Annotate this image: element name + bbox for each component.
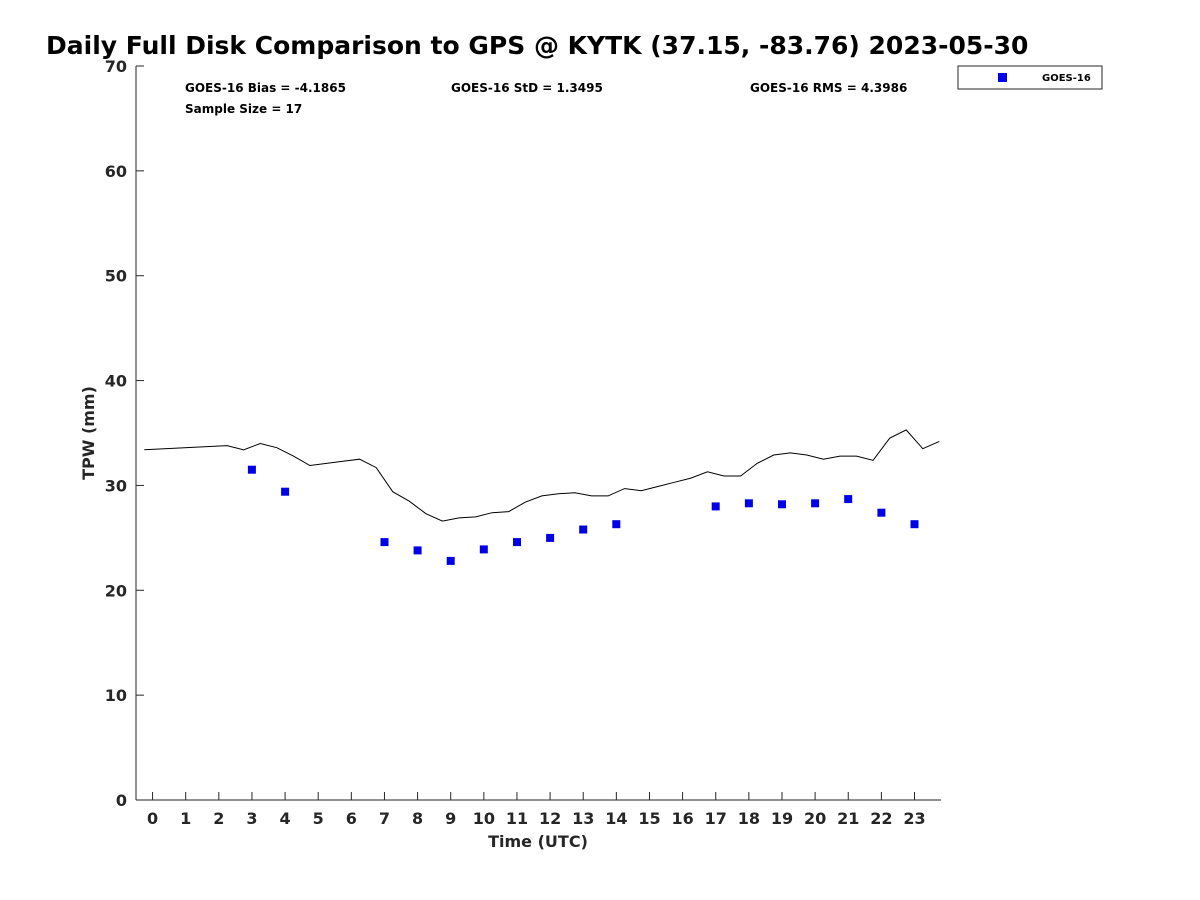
- gps-line: [144, 429, 940, 522]
- x-tick-label: 6: [346, 809, 357, 828]
- legend-label-goes16: GOES-16: [1042, 73, 1091, 84]
- x-tick-label: 18: [738, 809, 760, 828]
- x-tick-label: 16: [671, 809, 693, 828]
- stat-bias: GOES-16 Bias = -4.1865: [185, 81, 346, 95]
- x-tick-label: 1: [180, 809, 191, 828]
- y-tick-label: 30: [105, 476, 127, 495]
- x-tick-label: 20: [804, 809, 826, 828]
- goes16-point: [546, 533, 555, 542]
- x-tick-label: 21: [837, 809, 859, 828]
- y-tick-label: 40: [105, 372, 127, 391]
- goes16-point: [877, 508, 886, 517]
- x-axis-ticks: 0 1 2 3 4 5 6 7 8 9 10 11 12 13 14 15 16 17 18 19 20 21 22 23: [147, 792, 926, 828]
- gps-series: [144, 429, 940, 522]
- y-axis-ticks: 0 10 20 30 40 50 60 70: [105, 57, 144, 810]
- goes16-point: [778, 500, 786, 509]
- goes16-point: [612, 520, 621, 529]
- goes16-series: [247, 465, 919, 565]
- goes16-point: [844, 495, 853, 504]
- x-tick-label: 11: [506, 809, 528, 828]
- goes16-point: [910, 520, 919, 529]
- y-tick-label: 10: [105, 686, 127, 705]
- x-tick-label: 7: [379, 809, 390, 828]
- goes16-point: [579, 525, 588, 534]
- y-tick-label: 70: [105, 57, 127, 76]
- goes16-point: [281, 487, 290, 496]
- goes16-point: [446, 556, 455, 565]
- y-tick-label: 50: [105, 267, 127, 286]
- y-tick-label: 60: [105, 162, 127, 181]
- x-tick-label: 13: [572, 809, 594, 828]
- stat-sample-size: Sample Size = 17: [185, 102, 302, 116]
- x-tick-label: 2: [213, 809, 224, 828]
- chart-title: Daily Full Disk Comparison to GPS @ KYTK…: [46, 31, 1028, 60]
- x-tick-label: 23: [903, 809, 925, 828]
- goes16-point: [711, 502, 720, 511]
- x-tick-label: 5: [313, 809, 324, 828]
- stat-std: GOES-16 StD = 1.3495: [451, 81, 603, 95]
- x-tick-label: 0: [147, 809, 158, 828]
- legend: GOES-16: [957, 65, 1103, 90]
- y-tick-label: 20: [105, 581, 127, 600]
- goes16-point: [744, 499, 753, 508]
- goes16-point: [811, 499, 820, 508]
- x-tick-label: 8: [412, 809, 423, 828]
- x-tick-label: 4: [280, 809, 291, 828]
- goes16-point: [247, 465, 256, 474]
- x-tick-label: 19: [771, 809, 793, 828]
- x-tick-label: 14: [605, 809, 627, 828]
- goes16-point: [479, 545, 488, 554]
- goes16-point: [413, 546, 422, 555]
- y-axis-label: TPW (mm): [79, 386, 98, 480]
- x-tick-label: 3: [246, 809, 257, 828]
- y-tick-label: 0: [116, 791, 127, 810]
- goes16-point: [380, 538, 389, 547]
- stat-rms: GOES-16 RMS = 4.3986: [750, 81, 907, 95]
- legend-marker-goes16: [998, 73, 1007, 82]
- legend-box: [957, 65, 1103, 90]
- x-tick-label: 10: [473, 809, 495, 828]
- x-axis-label: Time (UTC): [488, 832, 588, 851]
- goes16-point: [513, 538, 521, 547]
- x-tick-label: 15: [638, 809, 660, 828]
- x-tick-label: 17: [705, 809, 727, 828]
- x-tick-label: 12: [539, 809, 561, 828]
- x-tick-label: 22: [870, 809, 892, 828]
- x-tick-label: 9: [445, 809, 456, 828]
- plot-axes: [135, 66, 941, 801]
